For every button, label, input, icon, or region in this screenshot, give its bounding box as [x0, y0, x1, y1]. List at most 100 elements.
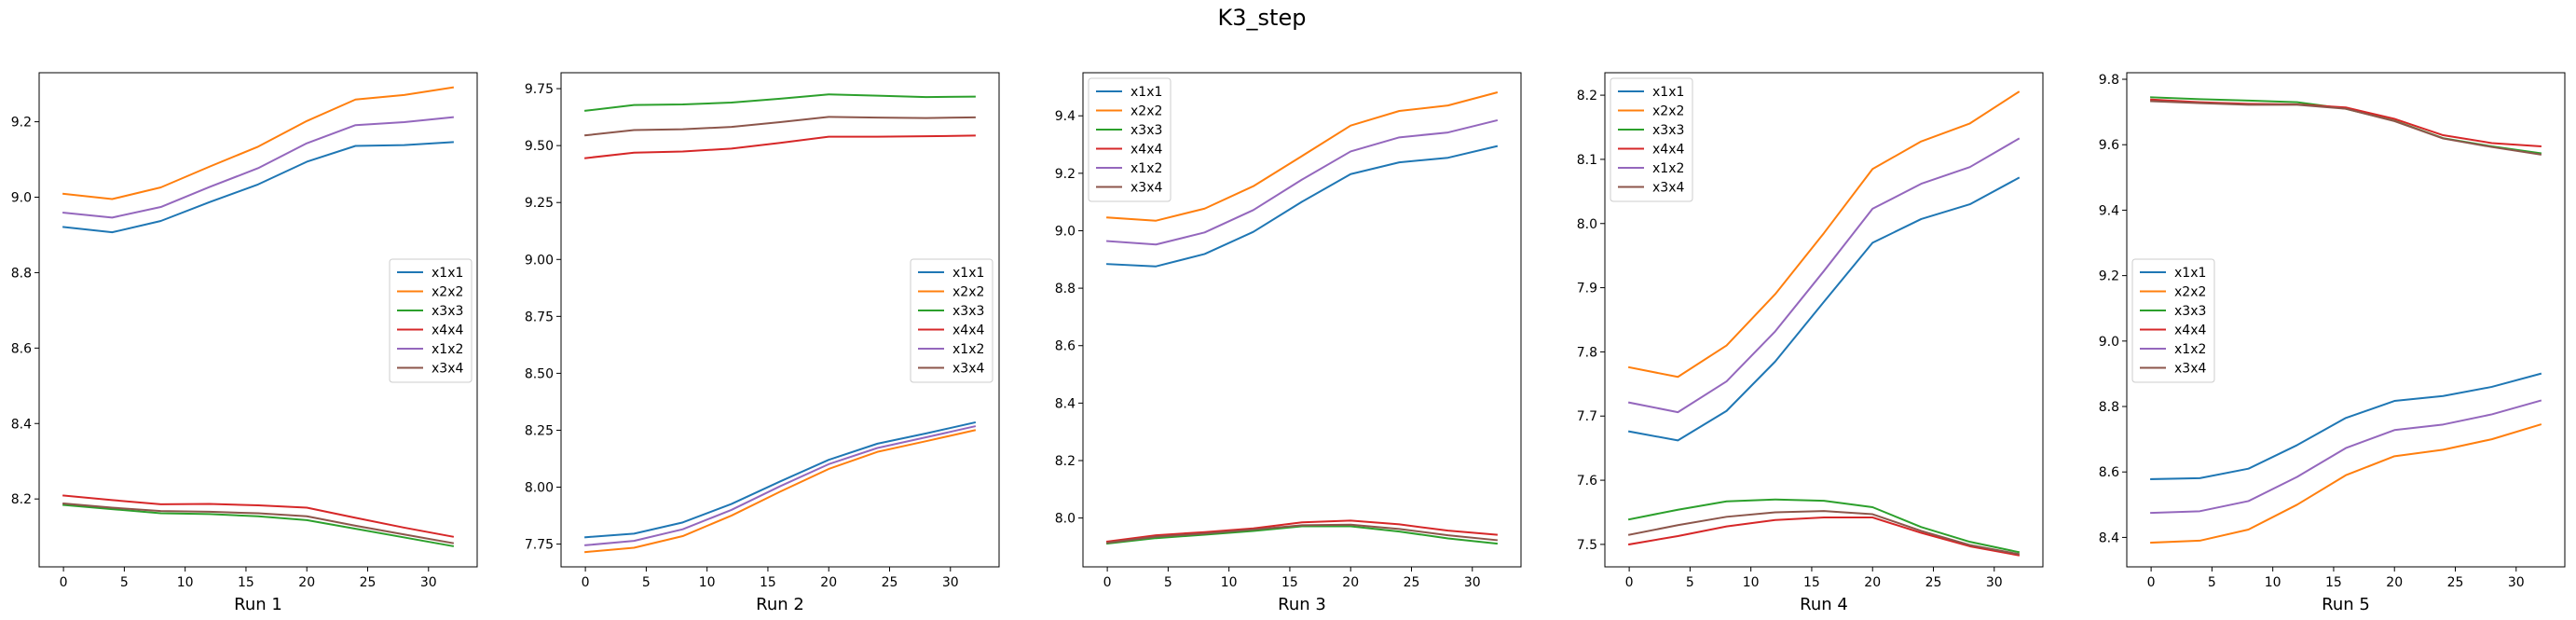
- y-tick-label: 8.4: [2099, 530, 2119, 545]
- x-tick-label: 0: [1625, 575, 1634, 590]
- series-line-x1x1: [1627, 176, 2021, 442]
- x-tick-label: 5: [2208, 575, 2216, 590]
- y-tick-label: 8.4: [11, 417, 32, 432]
- legend: x1x1 x2x2 x3x3 x4x4 x1x2 x3x4: [2131, 258, 2215, 383]
- x-axis-label: Run 4: [1800, 595, 1848, 614]
- x-tick-label: 15: [1803, 575, 1820, 590]
- y-tick-label: 8.6: [2099, 465, 2119, 480]
- x-tick-label: 0: [582, 575, 590, 590]
- legend-label-x2x2: x2x2: [952, 285, 984, 300]
- y-tick-label: 9.4: [1055, 109, 1076, 124]
- x-tick-label: 30: [420, 575, 437, 590]
- y-tick-label: 7.5: [1577, 538, 1597, 553]
- x-tick-label: 5: [120, 575, 129, 590]
- y-tick-label: 9.0: [11, 191, 32, 206]
- series-line-x1x1: [1106, 145, 1499, 268]
- x-tick-label: 5: [642, 575, 651, 590]
- series-line-x1x2: [1106, 118, 1499, 246]
- series-line-x4x4: [1105, 519, 1498, 544]
- legend-label-x1x2: x1x2: [1652, 161, 1684, 176]
- legend-label-x2x2: x2x2: [1130, 104, 1162, 119]
- series-line-x1x2: [2150, 399, 2542, 515]
- series-line-x2x2: [2150, 423, 2542, 544]
- y-tick-label: 8.00: [525, 481, 554, 496]
- series-line-x3x3: [62, 503, 455, 547]
- series-line-x4x4: [1627, 517, 2021, 557]
- series-line-x1x2: [1627, 137, 2021, 414]
- series-line-x4x4: [62, 494, 455, 538]
- legend-label-x1x2: x1x2: [2174, 342, 2206, 357]
- series-line-x3x4: [1627, 510, 2021, 556]
- x-tick-label: 0: [2147, 575, 2156, 590]
- y-tick-label: 8.1: [1577, 153, 1597, 168]
- legend-label-x3x4: x3x4: [1652, 181, 1684, 196]
- y-tick-label: 8.2: [1055, 454, 1076, 469]
- series-line-x4x4: [2150, 98, 2542, 148]
- legend: x1x1 x2x2 x3x3 x4x4 x1x2 x3x4: [389, 258, 473, 383]
- y-tick-label: 9.25: [525, 196, 554, 211]
- legend-label-x3x4: x3x4: [432, 362, 463, 377]
- y-tick-label: 9.0: [2099, 335, 2119, 350]
- y-tick-label: 7.8: [1577, 345, 1597, 360]
- series-line-x2x2: [1106, 91, 1499, 222]
- y-tick-label: 9.8: [2099, 73, 2119, 88]
- legend-frame: [1088, 77, 1172, 202]
- x-tick-label: 10: [699, 575, 716, 590]
- legend-label-x3x3: x3x3: [2174, 304, 2206, 319]
- y-tick-label: 9.6: [2099, 138, 2119, 153]
- x-tick-label: 10: [2265, 575, 2281, 590]
- series-line-x2x2: [1627, 90, 2021, 379]
- x-tick-label: 25: [882, 575, 898, 590]
- legend-frame: [910, 258, 993, 383]
- y-tick-label: 8.25: [525, 423, 554, 438]
- subplot-run-2: 0 5 10 15 20 25 30 7.75 8.00 8.25 8.50 8.75 9.00 9.25…: [525, 72, 1000, 614]
- legend: x1x1 x2x2 x3x3 x4x4 x1x2 x3x4: [1088, 77, 1172, 202]
- legend-label-x1x2: x1x2: [1130, 161, 1162, 176]
- y-tick-label: 9.2: [11, 116, 32, 131]
- x-tick-label: 10: [1221, 575, 1238, 590]
- y-tick-label: 8.2: [1577, 89, 1597, 103]
- legend-label-x4x4: x4x4: [1652, 143, 1684, 158]
- x-tick-label: 20: [820, 575, 837, 590]
- axes-frame: [1604, 72, 2044, 568]
- y-tick-label: 9.4: [2099, 203, 2119, 218]
- series-line-x1x1: [584, 420, 977, 539]
- y-tick-label: 8.6: [11, 341, 32, 356]
- axes-frame: [560, 72, 1000, 568]
- legend-label-x2x2: x2x2: [1652, 104, 1684, 119]
- subplots: 0 5 10 15 20 25 30 8.2 8.4 8.6 8.8 9.0 9.2 Run 1 x1x1 x…: [11, 72, 2566, 614]
- legend-frame: [2131, 258, 2215, 383]
- legend-label-x1x1: x1x1: [2174, 266, 2206, 281]
- subplot-run-3: 0 5 10 15 20 25 30 8.0 8.2 8.4 8.6 8.8 9.0 9.2 9.4 Run …: [1055, 72, 1522, 614]
- series-line-x1x1: [62, 141, 454, 234]
- y-tick-label: 8.8: [2099, 400, 2119, 415]
- x-tick-label: 15: [238, 575, 254, 590]
- series-line-x3x4: [1105, 523, 1498, 544]
- series-line-x3x4: [2150, 100, 2542, 156]
- series-line-x2x2: [584, 429, 977, 554]
- y-tick-label: 8.0: [1577, 217, 1597, 232]
- legend-label-x4x4: x4x4: [952, 324, 984, 338]
- legend-label-x3x4: x3x4: [2174, 362, 2206, 377]
- legend-label-x1x1: x1x1: [432, 266, 463, 281]
- x-axis-label: Run 1: [234, 595, 282, 614]
- y-tick-label: 7.6: [1577, 474, 1597, 489]
- x-tick-label: 20: [2386, 575, 2403, 590]
- series-line-x1x2: [62, 116, 454, 219]
- x-tick-label: 25: [360, 575, 377, 590]
- legend-label-x2x2: x2x2: [432, 285, 463, 300]
- y-tick-label: 9.50: [525, 139, 554, 154]
- x-tick-label: 30: [942, 575, 959, 590]
- legend-label-x3x4: x3x4: [952, 362, 984, 377]
- axes-frame: [2126, 72, 2566, 568]
- series-line-x2x2: [62, 86, 455, 200]
- x-tick-label: 25: [1404, 575, 1420, 590]
- x-tick-label: 10: [1743, 575, 1760, 590]
- series-line-x4x4: [584, 134, 976, 159]
- x-tick-label: 10: [177, 575, 194, 590]
- y-tick-label: 9.2: [2099, 269, 2119, 284]
- legend-label-x3x3: x3x3: [1130, 123, 1162, 138]
- series-line-x1x1: [2150, 372, 2542, 480]
- legend-label-x1x2: x1x2: [432, 342, 463, 357]
- x-axis-label: Run 3: [1278, 595, 1326, 614]
